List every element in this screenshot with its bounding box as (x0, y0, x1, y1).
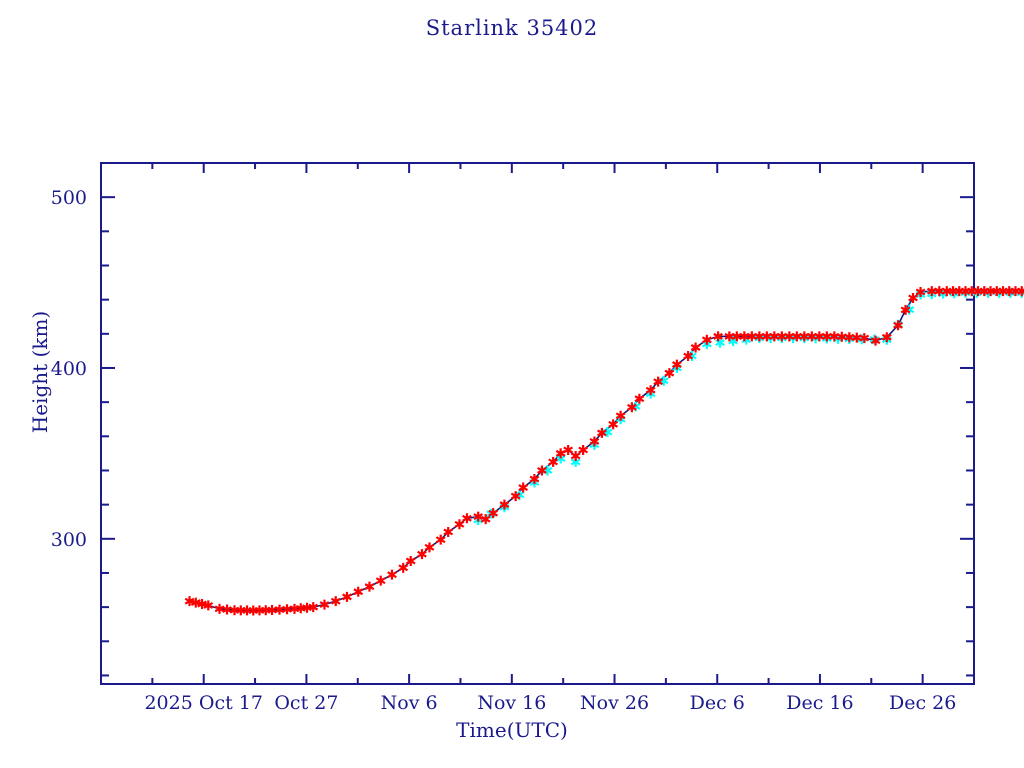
y-tick-label: 300 (51, 529, 87, 551)
data-point-apogee (806, 331, 817, 342)
data-point-apogee (627, 402, 637, 413)
axis-frame (100, 162, 975, 685)
data-point-apogee (443, 526, 454, 537)
data-point-apogee (518, 482, 529, 493)
data-point-apogee (1010, 286, 1021, 297)
data-point-perigee (542, 465, 553, 476)
data-point-apogee (197, 599, 207, 609)
data-point-apogee (844, 332, 855, 343)
x-tick-label: Dec 16 (786, 692, 853, 714)
data-point-apogee (563, 444, 574, 455)
data-point-apogee (908, 292, 918, 303)
data-point-apogee (454, 519, 465, 530)
x-axis-tick-labels: 2025 Oct 17 Oct 27 Nov 6 Nov 16 Nov 26 Dec 6 D… (144, 692, 956, 714)
data-point-apogee (462, 513, 472, 524)
series-markers-perigee (473, 287, 1024, 526)
data-point-apogee (671, 359, 682, 370)
y-axis-tick-labels: 300 400 500 (51, 187, 87, 551)
data-point-apogee (548, 456, 559, 467)
data-point-apogee (274, 604, 285, 615)
x-axis-title: Time(UTC) (456, 718, 568, 742)
data-point-apogee (821, 331, 832, 342)
data-point-apogee (405, 556, 416, 567)
data-point-apogee (242, 605, 252, 616)
y-axis-ticks (101, 162, 974, 677)
data-point-apogee (893, 320, 903, 331)
x-tick-label: Nov 6 (381, 692, 438, 714)
x-tick-label: Dec 26 (889, 692, 956, 714)
data-point-apogee (683, 351, 694, 362)
data-point-apogee (791, 331, 802, 342)
data-point-apogee (915, 286, 926, 297)
data-point-apogee (881, 332, 892, 343)
data-point-apogee (353, 586, 364, 597)
x-tick-label: 2025 Oct 17 (144, 692, 262, 714)
data-point-apogee (330, 596, 341, 607)
data-point-apogee (488, 508, 499, 519)
data-point-perigee (715, 337, 725, 348)
data-point-apogee (859, 333, 870, 344)
data-point-apogee (537, 465, 547, 476)
x-tick-label: Nov 16 (477, 692, 546, 714)
x-tick-label: Dec 6 (690, 692, 745, 714)
data-point-apogee (713, 331, 723, 342)
data-point-apogee (761, 331, 772, 342)
data-point-apogee (529, 474, 540, 485)
data-point-apogee (645, 385, 656, 396)
data-point-apogee (934, 286, 945, 297)
data-point-apogee (954, 286, 965, 297)
data-point-apogee (973, 286, 983, 297)
data-point-apogee (424, 542, 435, 553)
data-point-apogee (690, 342, 701, 353)
data-point-apogee (364, 581, 375, 592)
data-point-apogee (991, 286, 1002, 297)
data-point-apogee (417, 549, 427, 560)
data-point-apogee (319, 599, 330, 610)
data-point-apogee (398, 562, 409, 573)
data-point-apogee (589, 436, 600, 447)
data-point-apogee (776, 331, 787, 342)
data-point-apogee (597, 427, 607, 438)
data-point-apogee (375, 575, 386, 586)
x-axis-ticks (100, 163, 975, 684)
data-point-apogee (260, 605, 271, 616)
data-point-apogee (870, 335, 881, 346)
y-tick-label: 400 (51, 358, 87, 380)
series-line-apogee (189, 290, 1024, 612)
data-point-apogee (342, 591, 352, 602)
y-tick-label: 500 (51, 187, 87, 209)
data-point-apogee (570, 450, 581, 461)
data-point-apogee (836, 331, 847, 342)
data-point-apogee (222, 604, 232, 615)
data-point-apogee (900, 304, 911, 315)
data-point-apogee (701, 334, 712, 345)
data-point-apogee (731, 331, 742, 342)
data-point-apogee (387, 569, 397, 580)
x-tick-label: Nov 26 (580, 692, 649, 714)
data-point-apogee (480, 514, 491, 525)
data-point-apogee (634, 393, 645, 404)
data-point-apogee (499, 499, 510, 510)
data-point-apogee (578, 444, 589, 455)
data-point-apogee (473, 511, 484, 522)
data-point-apogee (608, 419, 619, 430)
series-markers-apogee (184, 286, 1024, 616)
page-title: Starlink 35402 (425, 16, 599, 40)
data-point-apogee (664, 368, 675, 379)
data-point-apogee (746, 331, 757, 342)
data-point-apogee (302, 602, 312, 613)
data-point-apogee (851, 332, 862, 343)
x-tick-label: Oct 27 (274, 692, 338, 714)
data-point-apogee (510, 491, 521, 502)
data-point-apogee (653, 376, 664, 387)
data-point-apogee (615, 410, 626, 421)
data-point-apogee (214, 603, 225, 614)
data-point-apogee (435, 534, 446, 545)
data-point-apogee (282, 604, 292, 615)
